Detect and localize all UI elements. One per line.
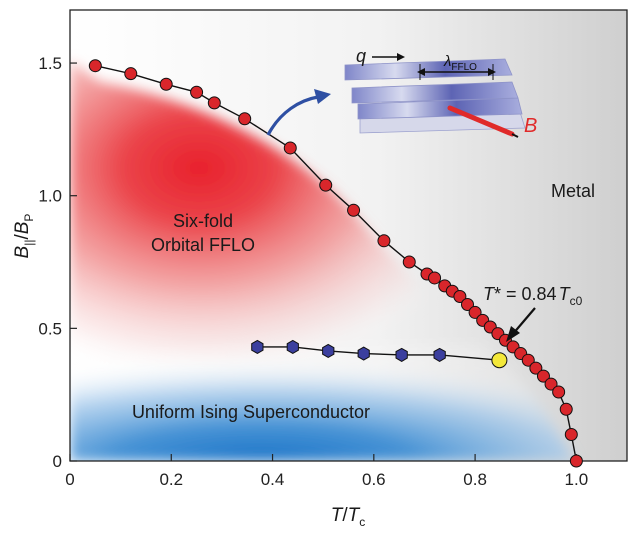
x-tick-label: 0.4 (261, 470, 285, 489)
x-tick-label: 1.0 (565, 470, 589, 489)
y-tick-label: 0.5 (38, 319, 62, 338)
fflo-layers-inset (345, 59, 525, 137)
lower-boundary-point (358, 347, 369, 360)
upper-boundary-point (89, 60, 101, 72)
lower-boundary-point (434, 348, 445, 361)
upper-boundary-point (125, 68, 137, 80)
ising-label: Uniform Ising Superconductor (132, 402, 370, 422)
upper-boundary-point (284, 142, 296, 154)
x-tick-label: 0.2 (159, 470, 183, 489)
x-tick-label: 0 (65, 470, 74, 489)
y-tick-label: 0 (53, 452, 62, 471)
fflo-label-line1: Six-fold (173, 211, 233, 231)
lower-boundary-point (323, 344, 334, 357)
phase-diagram-chart: 0 0.2 0.4 0.6 0.8 1.0 0 0.5 1.0 1.5 Six-fold Orb… (0, 0, 640, 538)
upper-boundary-point (378, 235, 390, 247)
metal-label: Metal (551, 181, 595, 201)
upper-boundary-point (160, 78, 172, 90)
inset-q-label: q (356, 46, 366, 66)
upper-boundary-point (239, 113, 251, 125)
lower-boundary-point (287, 340, 298, 353)
upper-boundary-point (348, 204, 360, 216)
lower-boundary-point (396, 348, 407, 361)
upper-boundary-point (403, 256, 415, 268)
upper-boundary-point (429, 272, 441, 284)
upper-boundary-point (320, 179, 332, 191)
upper-boundary-point (565, 428, 577, 440)
upper-boundary-point (208, 97, 220, 109)
tricritical-point (492, 353, 507, 368)
upper-boundary-point (191, 86, 203, 98)
y-tick-label: 1.0 (38, 187, 62, 206)
x-tick-label: 0.8 (463, 470, 487, 489)
upper-boundary-point (560, 403, 572, 415)
y-tick-label: 1.5 (38, 54, 62, 73)
upper-boundary-point (570, 455, 582, 467)
upper-boundary-point (553, 386, 565, 398)
lower-boundary-point (252, 340, 263, 353)
x-tick-label: 0.6 (362, 470, 386, 489)
y-axis-label: B||/BP (12, 214, 36, 259)
x-axis-label: T/Tc (331, 505, 366, 529)
fflo-label-line2: Orbital FFLO (151, 235, 255, 255)
inset-b-label: B (524, 115, 537, 137)
